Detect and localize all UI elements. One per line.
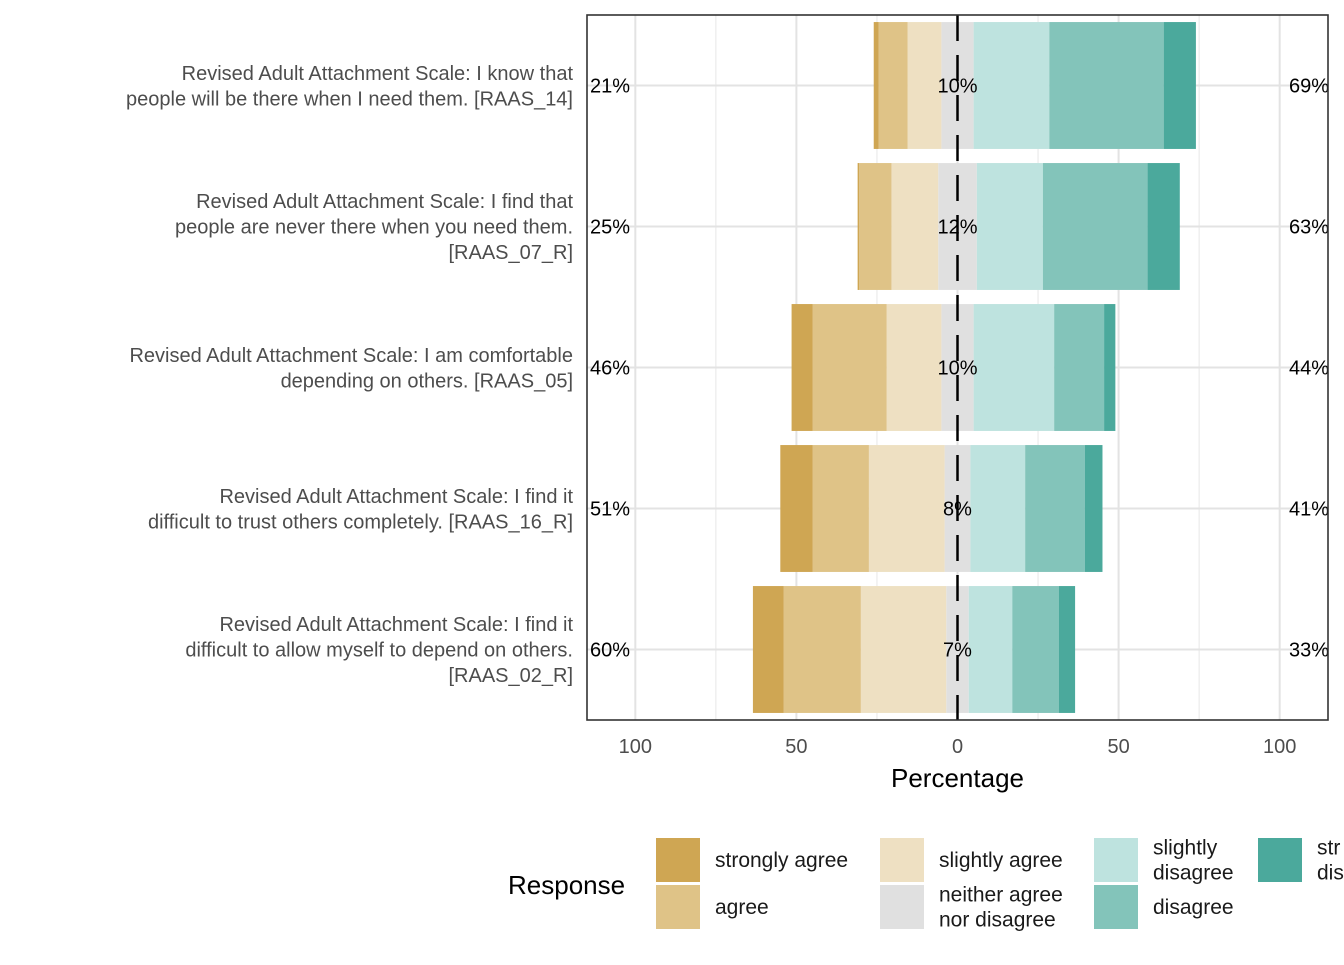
right-percent-label: 44% bbox=[1289, 358, 1329, 380]
x-tick-label: 0 bbox=[952, 736, 963, 758]
right-percent-label: 41% bbox=[1289, 499, 1329, 521]
item-label: Revised Adult Attachment Scale: I find t… bbox=[175, 191, 573, 264]
bar-segment-strongly-disagree bbox=[1084, 445, 1103, 572]
item-label-line: Revised Adult Attachment Scale: I am com… bbox=[129, 345, 573, 367]
left-percent-label: 51% bbox=[590, 499, 630, 521]
item-label-line: Revised Adult Attachment Scale: I know t… bbox=[182, 63, 574, 85]
bar-segment-agree bbox=[812, 304, 887, 431]
item-label: Revised Adult Attachment Scale: I find i… bbox=[185, 614, 573, 687]
legend-label-line: slightly bbox=[1153, 837, 1218, 860]
legend-key-slightly-disagree bbox=[1094, 838, 1138, 882]
x-tick-label: 50 bbox=[785, 736, 807, 758]
legend-key-neutral bbox=[880, 885, 924, 929]
legend-label-neutral: neither agree nor disagree bbox=[939, 884, 1063, 932]
bar-segment-neutral bbox=[941, 22, 974, 149]
legend-label-line: slightly agree bbox=[939, 849, 1063, 872]
legend-label-line: neither agree bbox=[939, 884, 1063, 907]
legend-label-line: str bbox=[1317, 837, 1340, 860]
bar-segment-strongly-agree bbox=[752, 586, 784, 713]
bar-segment-strongly-agree bbox=[780, 445, 813, 572]
bar-segment-disagree bbox=[1042, 163, 1148, 290]
x-tick-label: 50 bbox=[1107, 736, 1129, 758]
left-percent-label: 25% bbox=[590, 217, 630, 239]
bar-segment-neutral bbox=[941, 304, 974, 431]
center-percent-label: 10% bbox=[937, 76, 977, 98]
legend-label-strongly-agree: strongly agree bbox=[715, 849, 848, 872]
right-percent-label: 33% bbox=[1289, 640, 1329, 662]
bar-segment-agree bbox=[783, 586, 861, 713]
item-label: Revised Adult Attachment Scale: I find i… bbox=[148, 486, 573, 534]
center-percent-label: 10% bbox=[937, 358, 977, 380]
legend-title: Response bbox=[508, 870, 625, 900]
item-label-line: people will be there when I need them. [… bbox=[126, 88, 573, 110]
bar-segment-strongly-agree bbox=[791, 304, 813, 431]
item-label-line: difficult to trust others completely. [R… bbox=[148, 511, 573, 533]
legend-key-strongly-agree bbox=[656, 838, 700, 882]
item-label-line: difficult to allow myself to depend on o… bbox=[185, 640, 573, 662]
bar-segment-slightly-agree bbox=[891, 163, 939, 290]
bar-segment-slightly-disagree bbox=[973, 22, 1050, 149]
legend-label-line: dis bbox=[1317, 862, 1344, 885]
legend-label-line: agree bbox=[715, 896, 769, 919]
bars-group: 21% 10% 69%25% 12% 63%46% 10% 44%51% 8% 41%60% 7%… bbox=[590, 22, 1329, 713]
bar-segment-slightly-agree bbox=[886, 304, 942, 431]
bar-segment-disagree bbox=[1049, 22, 1164, 149]
legend-key-strongly-disagree bbox=[1258, 838, 1302, 882]
legend-label-disagree: disagree bbox=[1153, 896, 1234, 919]
bar-segment-strongly-disagree bbox=[1058, 586, 1076, 713]
bar-segment-neutral bbox=[946, 586, 969, 713]
bar-segment-slightly-agree bbox=[907, 22, 942, 149]
x-tick-label: 100 bbox=[1263, 736, 1296, 758]
bar-segment-slightly-disagree bbox=[970, 445, 1026, 572]
bar-segment-strongly-disagree bbox=[1163, 22, 1196, 149]
x-tick-label: 100 bbox=[619, 736, 652, 758]
bar-segment-strongly-disagree bbox=[1147, 163, 1180, 290]
item-label: Revised Adult Attachment Scale: I know t… bbox=[126, 63, 573, 111]
legend-label-line: strongly agree bbox=[715, 849, 848, 872]
legend-label-strongly-disagree: str dis bbox=[1317, 837, 1344, 885]
bar-segment-agree bbox=[812, 445, 869, 572]
bar-segment-disagree bbox=[1012, 586, 1059, 713]
bar-segment-slightly-agree bbox=[868, 445, 945, 572]
item-label-line: people are never there when you need the… bbox=[175, 217, 573, 239]
bar-segment-slightly-agree bbox=[860, 586, 947, 713]
legend-label-agree: agree bbox=[715, 896, 769, 919]
left-percent-label: 21% bbox=[590, 76, 630, 98]
legend-key-disagree bbox=[1094, 885, 1138, 929]
bar-segment-disagree bbox=[1054, 304, 1105, 431]
item-label-line: Revised Adult Attachment Scale: I find i… bbox=[219, 486, 573, 508]
x-axis-title: Percentage bbox=[891, 763, 1024, 793]
bar-segment-disagree bbox=[1025, 445, 1085, 572]
bar-segment-strongly-agree bbox=[873, 22, 879, 149]
left-percent-label: 60% bbox=[590, 640, 630, 662]
legend-key-agree bbox=[656, 885, 700, 929]
bar-segment-slightly-disagree bbox=[973, 304, 1055, 431]
right-percent-label: 69% bbox=[1289, 76, 1329, 98]
item-label-line: Revised Adult Attachment Scale: I find i… bbox=[219, 614, 573, 636]
item-label-line: [RAAS_02_R] bbox=[448, 665, 573, 687]
item-label-line: depending on others. [RAAS_05] bbox=[281, 370, 573, 392]
item-label: Revised Adult Attachment Scale: I am com… bbox=[129, 345, 573, 393]
center-percent-label: 7% bbox=[943, 640, 972, 662]
bar-segment-agree bbox=[878, 22, 908, 149]
bar-segment-agree bbox=[859, 163, 892, 290]
left-percent-label: 46% bbox=[590, 358, 630, 380]
legend-label-line: disagree bbox=[1153, 896, 1234, 919]
legend-label-line: disagree bbox=[1153, 862, 1234, 885]
legend-key-slightly-agree bbox=[880, 838, 924, 882]
bar-segment-strongly-agree bbox=[857, 163, 860, 290]
legend-label-slightly-agree: slightly agree bbox=[939, 849, 1063, 872]
legend-label-slightly-disagree: slightly disagree bbox=[1153, 837, 1234, 885]
item-label-line: [RAAS_07_R] bbox=[448, 242, 573, 264]
legend-label-line: nor disagree bbox=[939, 909, 1056, 932]
bar-segment-strongly-disagree bbox=[1104, 304, 1116, 431]
bar-segment-slightly-disagree bbox=[976, 163, 1043, 290]
panel-border bbox=[586, 14, 1329, 721]
bar-segment-slightly-disagree bbox=[968, 586, 1013, 713]
item-label-line: Revised Adult Attachment Scale: I find t… bbox=[196, 191, 573, 213]
right-percent-label: 63% bbox=[1289, 217, 1329, 239]
